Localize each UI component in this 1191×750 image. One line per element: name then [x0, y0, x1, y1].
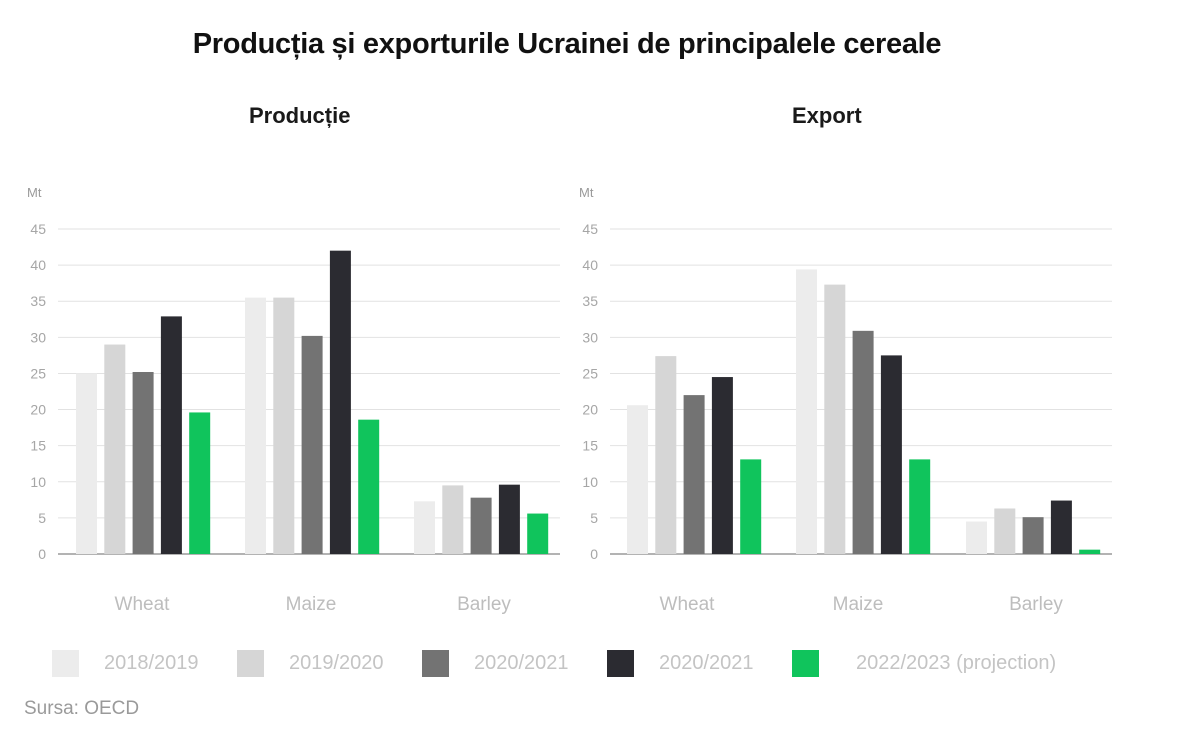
- page-title: Producția și exporturile Ucrainei de pri…: [192, 28, 942, 60]
- export-y-unit-label: Mt: [579, 185, 594, 200]
- production-y-tick-30: 30: [30, 329, 46, 345]
- production-bar-maize-0: [245, 297, 266, 554]
- export-y-tick-5: 5: [590, 510, 598, 526]
- export-x-label-maize: Maize: [833, 594, 884, 615]
- export-bar-maize-1: [824, 284, 846, 554]
- legend-swatch-2018-2019: [52, 650, 79, 677]
- production-y-tick-35: 35: [30, 293, 46, 309]
- production-bar-wheat-2: [132, 372, 154, 554]
- export-y-tick-15: 15: [582, 438, 598, 454]
- export-x-label-barley: Barley: [1009, 594, 1063, 615]
- export-bar-barley-1: [994, 508, 1016, 554]
- legend-swatch-2020-2021-gray: [422, 650, 449, 677]
- export-bar-wheat-4: [740, 459, 762, 554]
- production-y-tick-15: 15: [30, 438, 46, 454]
- legend-label-2019-2020: 2019/2020: [289, 652, 384, 674]
- production-bar-barley-1: [442, 485, 464, 554]
- export-bar-barley-3: [1050, 500, 1072, 554]
- production-y-tick-25: 25: [30, 365, 46, 381]
- production-bar-maize-4: [358, 419, 380, 554]
- production-bar-barley-2: [470, 497, 492, 554]
- legend: 2018/2019 2019/2020 2020/2021 2020/2021 …: [0, 648, 1191, 680]
- production-y-unit-label: Mt: [27, 185, 42, 200]
- export-y-tick-0: 0: [590, 546, 598, 562]
- production-y-tick-20: 20: [30, 402, 46, 418]
- production-x-label-barley: Barley: [457, 594, 511, 615]
- production-bar-wheat-3: [160, 316, 182, 554]
- legend-label-2020-2021-gray: 2020/2021: [474, 652, 569, 674]
- export-y-tick-30: 30: [582, 329, 598, 345]
- production-bar-wheat-0: [76, 373, 97, 554]
- export-bar-barley-2: [1022, 517, 1044, 554]
- production-y-tick-10: 10: [30, 474, 46, 490]
- production-x-label-wheat: Wheat: [115, 594, 171, 615]
- export-chart-title: Export: [792, 103, 862, 128]
- export-bar-maize-3: [880, 355, 902, 554]
- export-x-label-wheat: Wheat: [660, 594, 716, 615]
- production-x-label-maize: Maize: [286, 594, 337, 615]
- production-bar-barley-0: [414, 501, 435, 554]
- export-y-tick-45: 45: [582, 221, 598, 237]
- export-bar-maize-2: [852, 330, 874, 554]
- legend-label-2018-2019: 2018/2019: [104, 652, 199, 674]
- production-bar-barley-4: [527, 513, 549, 554]
- export-bar-wheat-1: [655, 356, 677, 554]
- production-bar-wheat-1: [104, 344, 126, 554]
- export-y-tick-35: 35: [582, 293, 598, 309]
- production-bar-wheat-4: [189, 412, 211, 554]
- export-bar-maize-4: [909, 459, 931, 554]
- export-bar-wheat-2: [683, 395, 705, 554]
- legend-swatch-2019-2020: [237, 650, 264, 677]
- export-y-tick-40: 40: [582, 257, 598, 273]
- production-bar-maize-3: [329, 250, 351, 554]
- legend-swatch-2020-2021-dark: [607, 650, 634, 677]
- export-bar-wheat-3: [711, 377, 733, 554]
- charts-canvas: Mt 0 5 10 15 20 25 30 35 40 45 Wheat Maize Barley Mt 0 5…: [27, 185, 1112, 615]
- production-y-tick-40: 40: [30, 257, 46, 273]
- production-bar-maize-1: [273, 297, 295, 554]
- export-bar-barley-4: [1079, 549, 1101, 554]
- export-bar-maize-0: [796, 269, 817, 554]
- production-y-tick-0: 0: [38, 546, 46, 562]
- export-y-tick-10: 10: [582, 474, 598, 490]
- export-bar-barley-0: [966, 521, 987, 554]
- production-y-tick-45: 45: [30, 221, 46, 237]
- production-bar-maize-2: [301, 335, 323, 554]
- export-bar-wheat-0: [627, 405, 648, 554]
- production-chart-title: Producție: [249, 103, 351, 128]
- production-bar-barley-3: [498, 484, 520, 554]
- export-y-tick-20: 20: [582, 402, 598, 418]
- legend-label-2020-2021-dark: 2020/2021: [659, 652, 754, 674]
- production-y-tick-5: 5: [38, 510, 46, 526]
- export-y-tick-25: 25: [582, 365, 598, 381]
- legend-label-2022-2023: 2022/2023 (projection): [856, 652, 1057, 674]
- legend-swatch-2022-2023: [792, 650, 819, 677]
- source-note: Sursa: OECD: [24, 698, 140, 719]
